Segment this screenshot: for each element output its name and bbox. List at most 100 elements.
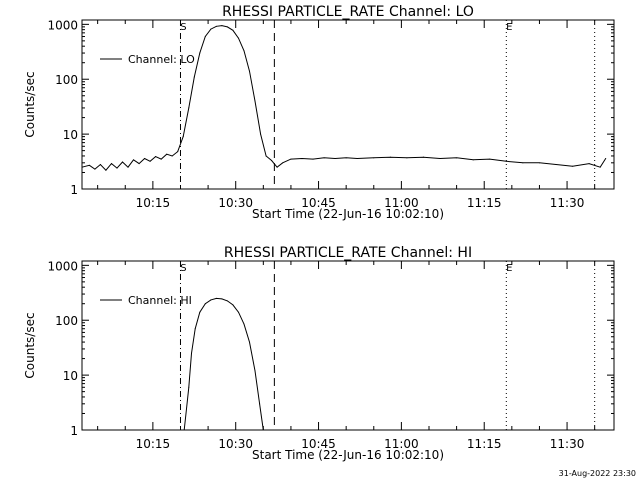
chart-title: RHESSI PARTICLE_RATE Channel: LO bbox=[222, 4, 474, 20]
series-point bbox=[276, 166, 278, 168]
x-tick-label: 11:00 bbox=[384, 196, 419, 210]
series-point bbox=[193, 76, 195, 78]
y-tick-label: 100 bbox=[55, 73, 78, 87]
plot-frame bbox=[81, 19, 615, 190]
series-point bbox=[166, 153, 168, 155]
series-point bbox=[249, 341, 251, 343]
legend-label: Channel: LO bbox=[128, 53, 195, 66]
series-point bbox=[538, 162, 540, 164]
series-point bbox=[301, 157, 303, 159]
series-point bbox=[215, 25, 217, 27]
x-tick-label: 10:15 bbox=[136, 437, 171, 451]
series-point bbox=[155, 156, 157, 158]
series-point bbox=[144, 157, 146, 159]
series-point bbox=[243, 323, 245, 325]
series-point bbox=[290, 158, 292, 160]
series-point bbox=[99, 163, 101, 165]
series-point bbox=[373, 157, 375, 159]
marker-label: S bbox=[180, 263, 186, 274]
series-point bbox=[259, 403, 261, 405]
series-point bbox=[133, 159, 135, 161]
y-tick-label: 100 bbox=[55, 314, 78, 328]
series-point bbox=[149, 160, 151, 162]
y-tick-label: 1000 bbox=[47, 259, 78, 273]
x-axis-label: Start Time (22-Jun-16 10:02:10) bbox=[252, 448, 444, 462]
x-tick-label: 10:30 bbox=[218, 437, 253, 451]
series-point bbox=[232, 304, 234, 306]
series-point bbox=[249, 70, 251, 72]
legend-label: Channel: HI bbox=[128, 294, 192, 307]
series-point bbox=[138, 163, 140, 165]
series-point bbox=[204, 303, 206, 305]
series-point bbox=[323, 157, 325, 159]
series-point bbox=[232, 29, 234, 31]
plot-frame bbox=[81, 260, 615, 431]
series-point bbox=[116, 167, 118, 169]
series-point bbox=[171, 155, 173, 157]
series-point bbox=[472, 159, 474, 161]
x-tick-label: 11:15 bbox=[467, 437, 502, 451]
series-point bbox=[177, 151, 179, 153]
series-point bbox=[191, 352, 193, 354]
y-tick-label: 10 bbox=[63, 369, 78, 383]
series-point bbox=[121, 161, 123, 163]
marker-label: E bbox=[506, 263, 512, 274]
series-point bbox=[243, 50, 245, 52]
series-point bbox=[237, 311, 239, 313]
x-tick-label: 10:15 bbox=[136, 196, 171, 210]
series-point bbox=[599, 166, 601, 168]
chart-title: RHESSI PARTICLE_RATE Channel: HI bbox=[224, 245, 472, 261]
series-point bbox=[254, 100, 256, 102]
series-point bbox=[265, 155, 267, 157]
series-point bbox=[505, 160, 507, 162]
series-point bbox=[588, 163, 590, 165]
series-point bbox=[226, 300, 228, 302]
series-point bbox=[210, 28, 212, 30]
marker-label: E bbox=[506, 22, 512, 33]
series-point bbox=[221, 25, 223, 27]
x-tick-label: 11:00 bbox=[384, 437, 419, 451]
series-point bbox=[194, 328, 196, 330]
series-point bbox=[182, 136, 184, 138]
series-point bbox=[439, 157, 441, 159]
series-point bbox=[260, 133, 262, 135]
series-point bbox=[215, 297, 217, 299]
series-point bbox=[406, 157, 408, 159]
series-point bbox=[105, 169, 107, 171]
series-line bbox=[81, 25, 607, 171]
series-point bbox=[210, 299, 212, 301]
series-point bbox=[356, 157, 358, 159]
series-point bbox=[237, 37, 239, 39]
series-point bbox=[605, 157, 607, 159]
series-point bbox=[345, 157, 347, 159]
x-tick-label: 11:30 bbox=[550, 196, 585, 210]
series-point bbox=[422, 156, 424, 158]
y-tick-label: 1 bbox=[70, 424, 78, 438]
series-point bbox=[572, 165, 574, 167]
series-line bbox=[183, 297, 264, 431]
series-point bbox=[254, 370, 256, 372]
series-point bbox=[262, 429, 264, 431]
series-point bbox=[555, 163, 557, 165]
series-point bbox=[127, 166, 129, 168]
x-tick-label: 10:45 bbox=[301, 196, 336, 210]
series-point bbox=[282, 162, 284, 164]
series-point bbox=[183, 429, 185, 431]
x-tick-label: 11:15 bbox=[467, 196, 502, 210]
x-tick-label: 11:30 bbox=[550, 437, 585, 451]
series-point bbox=[389, 156, 391, 158]
x-tick-label: 10:45 bbox=[301, 437, 336, 451]
y-tick-label: 1000 bbox=[47, 18, 78, 32]
series-point bbox=[334, 157, 336, 159]
series-point bbox=[204, 36, 206, 38]
series-point bbox=[88, 164, 90, 166]
series-point bbox=[188, 386, 190, 388]
series-point bbox=[188, 107, 190, 109]
x-axis-label: Start Time (22-Jun-16 10:02:10) bbox=[252, 207, 444, 221]
series-point bbox=[226, 26, 228, 28]
series-point bbox=[489, 158, 491, 160]
y-axis-label: Counts/sec bbox=[23, 71, 37, 137]
marker-label: S bbox=[180, 22, 186, 33]
y-tick-label: 10 bbox=[63, 128, 78, 142]
